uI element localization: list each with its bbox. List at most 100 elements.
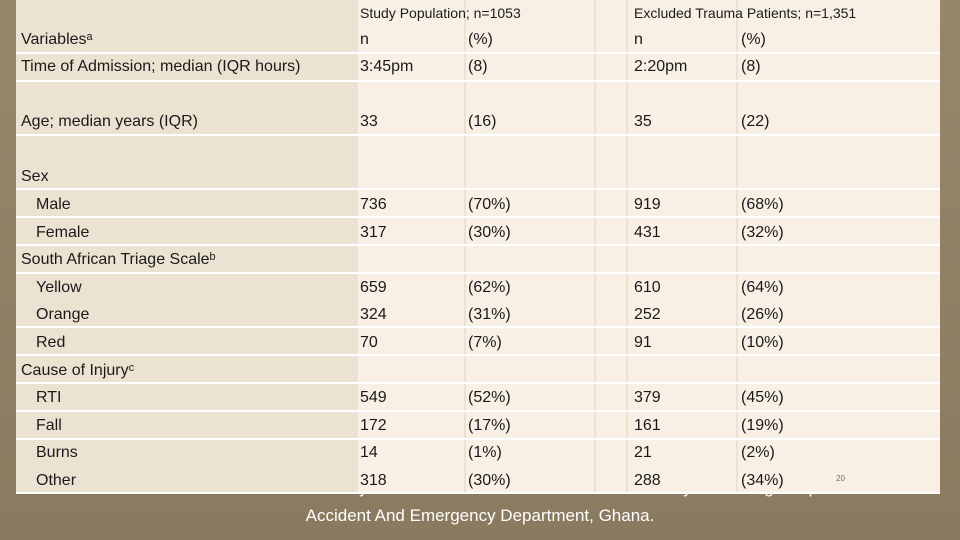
table-cell <box>358 246 464 272</box>
table-cell <box>466 412 594 438</box>
table-cell <box>738 246 940 272</box>
table-cell <box>596 218 626 244</box>
cell-excluded-pct: (64%) <box>741 279 784 296</box>
table-cell <box>358 440 464 466</box>
row-label: Fall <box>36 417 62 434</box>
cell-excluded-n: 379 <box>634 389 661 406</box>
table-cell <box>358 82 464 108</box>
row-label: Age; median years (IQR) <box>21 113 198 130</box>
table-cell <box>738 440 940 466</box>
table-cell <box>596 0 626 26</box>
table-cell <box>358 300 464 326</box>
table-cell <box>466 440 594 466</box>
cell-excluded-pct: (%) <box>741 31 766 48</box>
row-label: Other <box>36 472 77 489</box>
table-cell <box>738 328 940 354</box>
row-label: Orange <box>36 306 90 323</box>
row-label: Yellow <box>36 279 82 296</box>
cell-study-n: 549 <box>360 389 387 406</box>
cell-excluded-pct: (2%) <box>741 444 775 461</box>
row-label: RTI <box>36 389 62 406</box>
table-cell <box>596 82 626 108</box>
cell-study-pct: (7%) <box>468 334 502 351</box>
cell-study-pct: (17%) <box>468 417 511 434</box>
cell-excluded-n: 21 <box>634 444 652 461</box>
table-cell <box>596 300 626 326</box>
table-cell <box>466 384 594 410</box>
cell-excluded-pct: (45%) <box>741 389 784 406</box>
table-cell <box>466 82 594 108</box>
table-cell <box>358 412 464 438</box>
table-cell <box>358 54 464 80</box>
table-cell <box>358 384 464 410</box>
cell-excluded-pct: (32%) <box>741 224 784 241</box>
table-cell <box>466 162 594 188</box>
slide-number: 20 <box>836 474 845 483</box>
table-cell <box>628 328 736 354</box>
table-cell <box>628 300 736 326</box>
cell-study-n: 3:45pm <box>360 58 414 75</box>
table-cell <box>358 108 464 134</box>
table-cell <box>738 190 940 216</box>
table-cell <box>358 136 464 162</box>
cell-study-n: 70 <box>360 334 378 351</box>
cell-study-pct: (8) <box>468 58 488 75</box>
table-cell <box>466 274 594 300</box>
cell-study-n: n <box>360 31 369 48</box>
cell-study-pct: (31%) <box>468 306 511 323</box>
table-cell <box>596 274 626 300</box>
cell-excluded-pct: (22) <box>741 113 770 130</box>
table-cell <box>738 218 940 244</box>
row-label: Cause of Injuryᶜ <box>21 362 135 379</box>
cell-excluded-n: 610 <box>634 279 661 296</box>
table-cell <box>466 108 594 134</box>
table-cell <box>358 328 464 354</box>
table-cell <box>358 190 464 216</box>
table-caption-line-2: Accident And Emergency Department, Ghana… <box>305 506 655 525</box>
table-cell <box>738 412 940 438</box>
table-cell <box>358 466 464 492</box>
cell-excluded-pct: (19%) <box>741 417 784 434</box>
row-label: Female <box>36 224 90 241</box>
table-cell <box>628 82 736 108</box>
table-cell <box>466 26 594 52</box>
table-cell <box>628 274 736 300</box>
cell-study-n: 318 <box>360 472 387 489</box>
header-excluded-patients: Excluded Trauma Patients; n=1,351 <box>634 5 857 21</box>
table-cell <box>628 26 736 52</box>
cell-excluded-n: 161 <box>634 417 661 434</box>
table-cell <box>358 218 464 244</box>
table-cell <box>738 136 940 162</box>
cell-study-pct: (%) <box>468 31 493 48</box>
table-cell <box>738 274 940 300</box>
table-cell <box>596 190 626 216</box>
table-cell <box>466 466 594 492</box>
table-cell <box>628 218 736 244</box>
table-cell <box>358 356 464 382</box>
table-cell <box>628 440 736 466</box>
table-cell <box>466 246 594 272</box>
table-cell <box>628 190 736 216</box>
table-cell <box>466 136 594 162</box>
table-cell <box>466 300 594 326</box>
row-label: Male <box>36 196 71 213</box>
table-cell <box>596 440 626 466</box>
row-label: Burns <box>36 444 78 461</box>
table-cell <box>596 26 626 52</box>
cell-study-n: 324 <box>360 306 387 323</box>
table-cell <box>738 466 940 492</box>
table-cell <box>738 54 940 80</box>
table-cell <box>358 26 464 52</box>
table-cell <box>466 54 594 80</box>
table-cell <box>596 356 626 382</box>
table-cell <box>358 274 464 300</box>
cell-study-pct: (1%) <box>468 444 502 461</box>
cell-study-pct: (62%) <box>468 279 511 296</box>
table-cell <box>738 300 940 326</box>
cell-excluded-pct: (34%) <box>741 472 784 489</box>
cell-study-pct: (70%) <box>468 196 511 213</box>
table-cell <box>738 26 940 52</box>
table-cell <box>466 328 594 354</box>
table-cell <box>628 108 736 134</box>
table-cell <box>466 356 594 382</box>
